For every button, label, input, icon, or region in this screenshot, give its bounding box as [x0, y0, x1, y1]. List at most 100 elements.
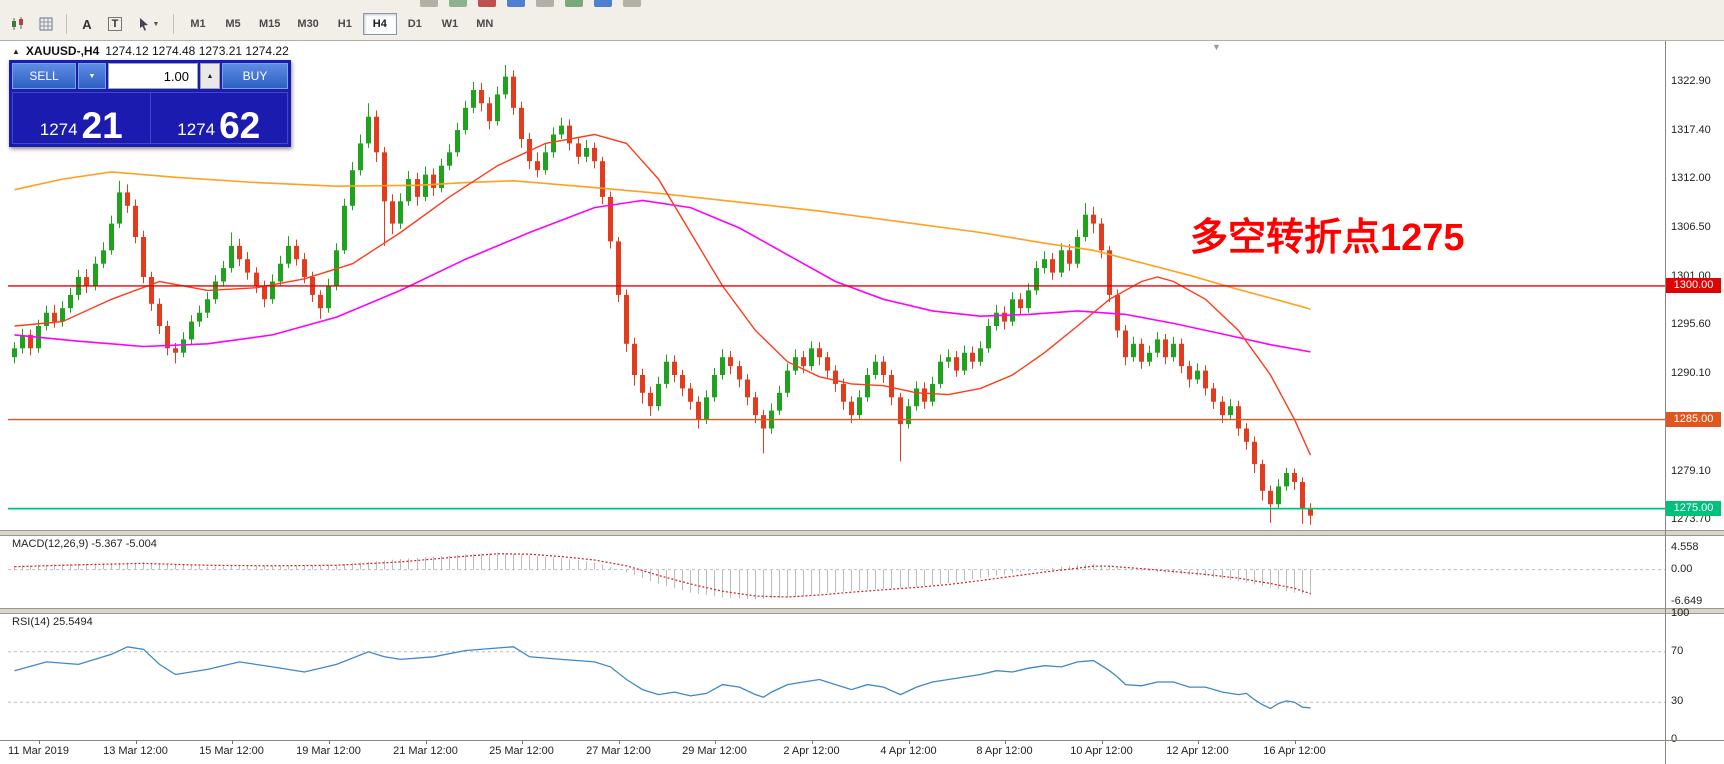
- cursor-tool-button[interactable]: ▼: [130, 12, 166, 36]
- volume-up-stepper[interactable]: ▲: [200, 63, 220, 89]
- chevron-down-icon: ▼: [152, 20, 160, 28]
- macd-indicator-canvas[interactable]: [8, 536, 1666, 608]
- text-box-tool-button[interactable]: T: [102, 12, 128, 36]
- one-click-trading-panel: SELL ▼ 1.00 ▲ BUY 1274 21 1274 62: [9, 60, 291, 147]
- price-axis-label: 1317.40: [1671, 124, 1711, 136]
- panel-divider[interactable]: [0, 530, 1724, 536]
- clipped-icon: [420, 0, 438, 7]
- price-axis-label: 1290.10: [1671, 367, 1711, 380]
- macd-label: MACD(12,26,9) -5.367 -5.004: [12, 538, 157, 550]
- time-axis-label: 11 Mar 2019: [8, 745, 69, 757]
- text-label-tool-button[interactable]: A: [74, 12, 100, 36]
- time-axis[interactable]: 11 Mar 2019 13 Mar 12:00 15 Mar 12:00 19 Ma…: [0, 740, 1724, 764]
- time-axis-tick: [1004, 740, 1006, 744]
- price-axis-label: 1312.00: [1671, 172, 1711, 185]
- order-type-dropdown[interactable]: ▼: [78, 63, 106, 89]
- grid-button[interactable]: [33, 12, 59, 36]
- bid-big-digits: 21: [81, 105, 123, 147]
- grid-icon: [39, 17, 53, 31]
- price-axis-label: 70: [1671, 644, 1684, 657]
- clipped-top-toolbar: [420, 0, 641, 7]
- clipped-icon: [565, 0, 583, 7]
- clipped-icon: [536, 0, 554, 7]
- time-axis-label: 21 Mar 12:00: [393, 745, 458, 757]
- price-axis[interactable]: 1322.90 1317.40 1312.00 1306.50 1301.00 1295.…: [1666, 0, 1724, 764]
- ask-price-display[interactable]: 1274 62: [150, 92, 288, 147]
- price-axis-label: -6.649: [1671, 594, 1703, 607]
- time-axis-label: 16 Apr 12:00: [1263, 745, 1326, 757]
- buy-button[interactable]: BUY: [222, 63, 288, 89]
- clipped-icon: [449, 0, 467, 7]
- candlestick-chart-button[interactable]: [5, 12, 31, 36]
- price-tag: 1275.00: [1666, 500, 1721, 516]
- timeframe-button-m1[interactable]: M1: [190, 18, 206, 30]
- time-axis-tick: [714, 740, 716, 744]
- collapse-triangle-icon[interactable]: ▲: [12, 46, 20, 56]
- timeframe-button-h1[interactable]: H1: [337, 18, 352, 30]
- letter-t-icon: T: [107, 17, 123, 31]
- time-axis-tick: [908, 740, 910, 744]
- time-axis-label: 15 Mar 12:00: [199, 745, 264, 757]
- time-axis-label: 4 Apr 12:00: [880, 745, 937, 757]
- timeframe-button-d1[interactable]: D1: [407, 18, 422, 30]
- rsi-label: RSI(14) 25.5494: [12, 616, 93, 628]
- timeframe-button-m15[interactable]: M15: [259, 18, 281, 30]
- sell-button[interactable]: SELL: [12, 63, 76, 89]
- timeframe-button-w1[interactable]: W1: [441, 18, 459, 30]
- chart-shift-marker-icon[interactable]: ▼: [1212, 42, 1221, 52]
- price-chart-canvas[interactable]: [8, 41, 1666, 530]
- toolbar-separator: [173, 14, 174, 34]
- panel-divider[interactable]: [0, 608, 1724, 614]
- price-axis-label: 4.558: [1671, 540, 1699, 553]
- ask-big-digits: 62: [219, 105, 261, 147]
- toolbar-separator: [66, 14, 67, 34]
- chevron-down-icon: ▼: [88, 72, 96, 80]
- clipped-icon: [594, 0, 612, 7]
- clipped-icon: [507, 0, 525, 7]
- time-axis-tick: [38, 740, 40, 744]
- clipped-icon: [623, 0, 641, 7]
- volume-input[interactable]: 1.00: [108, 63, 198, 89]
- time-axis-label: 8 Apr 12:00: [976, 745, 1033, 757]
- bid-price-display[interactable]: 1274 21: [12, 92, 151, 144]
- price-axis-label: 1306.50: [1671, 221, 1711, 233]
- timeframe-button-mn[interactable]: MN: [476, 18, 494, 30]
- time-axis-tick: [618, 740, 620, 744]
- cursor-arrow-icon: [139, 18, 148, 31]
- price-axis-label: 0: [1671, 733, 1678, 745]
- timeframe-button-m5[interactable]: M5: [225, 18, 241, 30]
- time-axis-tick: [328, 740, 330, 744]
- timeframe-button-h4[interactable]: H4: [362, 13, 397, 35]
- time-axis-separator-line: [0, 740, 1724, 741]
- timeframe-toolbar: M1 M5 M15 M30 H1 H4 D1 W1 MN: [181, 13, 502, 35]
- bid-main-digits: 1274: [39, 120, 78, 139]
- time-axis-tick: [1197, 740, 1199, 744]
- time-axis-tick: [425, 740, 427, 744]
- clipped-icon: [478, 0, 496, 7]
- price-axis-label: 100: [1671, 607, 1690, 619]
- time-axis-label: 19 Mar 12:00: [296, 745, 361, 757]
- price-tag: 1300.00: [1666, 277, 1721, 293]
- price-axis-label: 0.00: [1671, 562, 1693, 575]
- price-axis-label: 1279.10: [1671, 465, 1711, 478]
- time-axis-tick: [231, 740, 233, 744]
- time-axis-label: 25 Mar 12:00: [489, 745, 554, 757]
- ask-main-digits: 1274: [177, 120, 216, 139]
- time-axis-tick: [811, 740, 813, 744]
- timeframe-button-m30[interactable]: M30: [297, 18, 319, 30]
- time-axis-label: 29 Mar 12:00: [682, 745, 747, 757]
- charts-toolbar: A T ▼ M1 M5 M15 M30 H1 H4 D1 W1 MN: [0, 8, 1724, 41]
- time-axis-tick: [521, 740, 523, 744]
- time-axis-label: 10 Apr 12:00: [1070, 745, 1133, 757]
- time-axis-label: 27 Mar 12:00: [586, 745, 651, 757]
- price-axis-label: 1322.90: [1671, 75, 1711, 87]
- letter-a-icon: A: [82, 16, 92, 32]
- time-axis-label: 13 Mar 12:00: [103, 745, 168, 757]
- chevron-up-icon: ▲: [206, 72, 214, 80]
- price-axis-label: 1273.70: [1671, 513, 1711, 526]
- time-axis-label: 12 Apr 12:00: [1166, 745, 1229, 757]
- time-axis-label: 2 Apr 12:00: [783, 745, 840, 757]
- rsi-indicator-canvas[interactable]: [8, 614, 1666, 740]
- time-axis-tick: [1294, 740, 1296, 744]
